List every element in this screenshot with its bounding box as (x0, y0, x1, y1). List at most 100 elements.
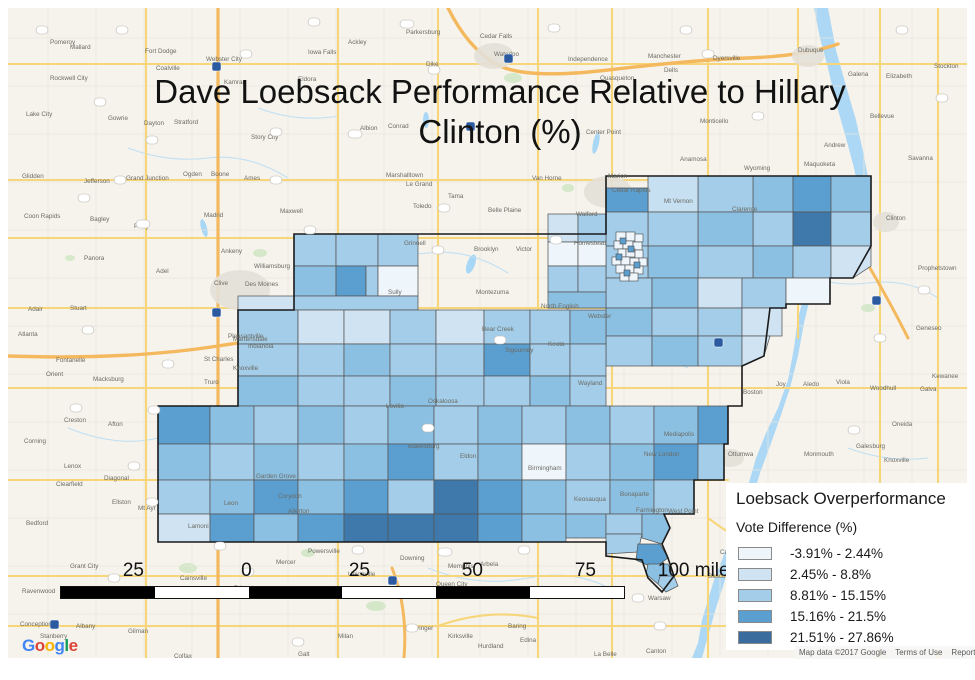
map-place-label: Toledo (413, 203, 432, 210)
map-place-label: Clearfield (56, 481, 83, 488)
map-place-label: Corning (24, 438, 47, 445)
legend-heading: Loebsack Overperformance (736, 489, 946, 508)
map-place-label: Fort Dodge (145, 48, 177, 55)
map-place-label: Gilman (128, 628, 148, 635)
interstate-shields (49, 53, 882, 630)
map-place-label: Homestead (574, 240, 607, 247)
map-place-label: Grand Junction (126, 175, 169, 182)
map-place-label: Adel (156, 268, 169, 275)
map-place-label: Corydon (278, 493, 302, 500)
map-place-label: Leon (224, 500, 239, 507)
map-place-label: Marion (608, 173, 628, 180)
map-place-label: Madrid (204, 212, 224, 219)
scale-segment (436, 587, 531, 598)
map-place-label: Blakesburg (408, 443, 440, 450)
map-place-label: Bagley (90, 216, 110, 223)
map-place-label: Belle Plaine (488, 207, 522, 214)
map-canvas[interactable]: Pomeroy Mallard Fort Dodge Webster City Iowa… (8, 8, 967, 658)
map-place-label: Stanberry (40, 633, 68, 640)
map-place-label: Wayland (578, 380, 603, 387)
map-place-label: Webster (588, 313, 611, 320)
map-place-label: Ogden (183, 171, 202, 178)
map-place-label: Macksburg (93, 376, 124, 383)
map-place-label: Galesburg (856, 443, 886, 450)
map-place-label: Coalville (156, 65, 180, 72)
map-place-label: New London (644, 451, 680, 458)
map-place-label: Boston (743, 389, 763, 396)
map-place-label: Lovilia (386, 403, 404, 410)
map-place-label: Farmington (636, 507, 668, 514)
map-place-label: Victor (516, 246, 532, 253)
map-place-label: Colfax (174, 653, 193, 658)
precinct-group-southeast (605, 513, 679, 593)
map-place-label: Iowa Falls (308, 49, 336, 56)
legend-label: 8.81% - 15.15% (790, 587, 887, 603)
map-place-label: Glidden (22, 173, 44, 180)
map-place-label: Andrew (824, 142, 846, 149)
map-place-label: Eldon (460, 453, 477, 460)
map-place-label: Coon Rapids (24, 213, 60, 220)
map-place-label: Cedar Falls (480, 33, 512, 40)
legend-label: -3.91% - 2.44% (790, 545, 884, 561)
map-place-label: Dubuque (798, 47, 824, 54)
legend-swatch (738, 588, 772, 602)
map-place-label: La Belle (594, 651, 617, 658)
map-place-label: Manchester (648, 53, 681, 60)
attribution-report-link[interactable]: Report a map error (951, 648, 975, 657)
map-place-label: Independence (568, 56, 608, 63)
map-place-label: Stratford (174, 119, 199, 126)
map-place-label: Monmouth (804, 451, 834, 458)
choropleth-layer[interactable] (157, 175, 872, 594)
map-place-label: Knoxville (884, 457, 910, 464)
map-place-label: Galena (848, 71, 869, 78)
map-place-label: Albany (76, 623, 96, 630)
map-place-label: Maxwell (280, 208, 303, 215)
legend-label: 15.16% - 21.5% (790, 608, 887, 624)
scale-bar-segments (60, 586, 625, 599)
map-place-label: Birmingham (528, 465, 562, 472)
map-place-label: Ottumwa (728, 451, 754, 458)
map-place-label: Bear Creek (482, 326, 515, 333)
legend-swatch (738, 630, 772, 644)
map-place-label: Lamoni (188, 523, 209, 530)
map-place-label: Warsaw (648, 595, 671, 602)
map-place-label: Ankeny (221, 248, 243, 255)
attribution-terms-link[interactable]: Terms of Use (895, 648, 943, 657)
map-place-label: Diagonal (104, 475, 129, 482)
google-logo-letter: o (44, 636, 55, 655)
google-logo-letter: o (34, 636, 45, 655)
map-place-label: Albion (360, 125, 378, 132)
map-place-label: Kirksville (448, 633, 473, 640)
scale-bar-labels: 25 0 25 50 75 100 miles (60, 560, 739, 584)
map-place-label: Afton (108, 421, 123, 428)
map-place-label: Creston (64, 417, 87, 424)
map-place-label: Arbela (480, 561, 499, 568)
legend-row: 15.16% - 21.5% (738, 606, 894, 626)
map-place-label: Conrad (388, 123, 409, 130)
map-place-label: Wyoming (744, 165, 771, 172)
legend-swatch (738, 567, 772, 581)
map-place-label: Lenox (64, 463, 82, 470)
map-place-label: Prophetstown (918, 265, 957, 272)
map-place-label: Webster City (206, 56, 243, 63)
map-place-label: Le Grand (406, 181, 433, 188)
google-logo-letter: g (54, 636, 65, 655)
map-place-label: Sigourney (505, 347, 534, 354)
map-place-label: Oneida (892, 421, 913, 428)
map-place-label: Mt Ayr (138, 505, 156, 512)
map-place-label: Canton (646, 648, 667, 655)
map-place-label: Cainsville (180, 575, 207, 582)
map-place-label: Rockwell City (50, 75, 89, 82)
map-place-label: Galt (298, 651, 310, 658)
legend-row: -3.91% - 2.44% (738, 543, 894, 563)
map-place-label: Jefferson (84, 178, 110, 185)
map-place-label: St Charles (204, 356, 233, 363)
map-place-label: Brooklyn (474, 246, 499, 253)
map-place-label: Ackley (348, 39, 367, 46)
map-legend: Loebsack Overperformance Vote Difference… (726, 483, 967, 650)
google-logo[interactable]: Google (22, 636, 78, 656)
scale-tick-label: 25 (348, 560, 371, 581)
map-place-label: Bedford (26, 520, 49, 527)
map-place-label: Story City (251, 134, 279, 141)
